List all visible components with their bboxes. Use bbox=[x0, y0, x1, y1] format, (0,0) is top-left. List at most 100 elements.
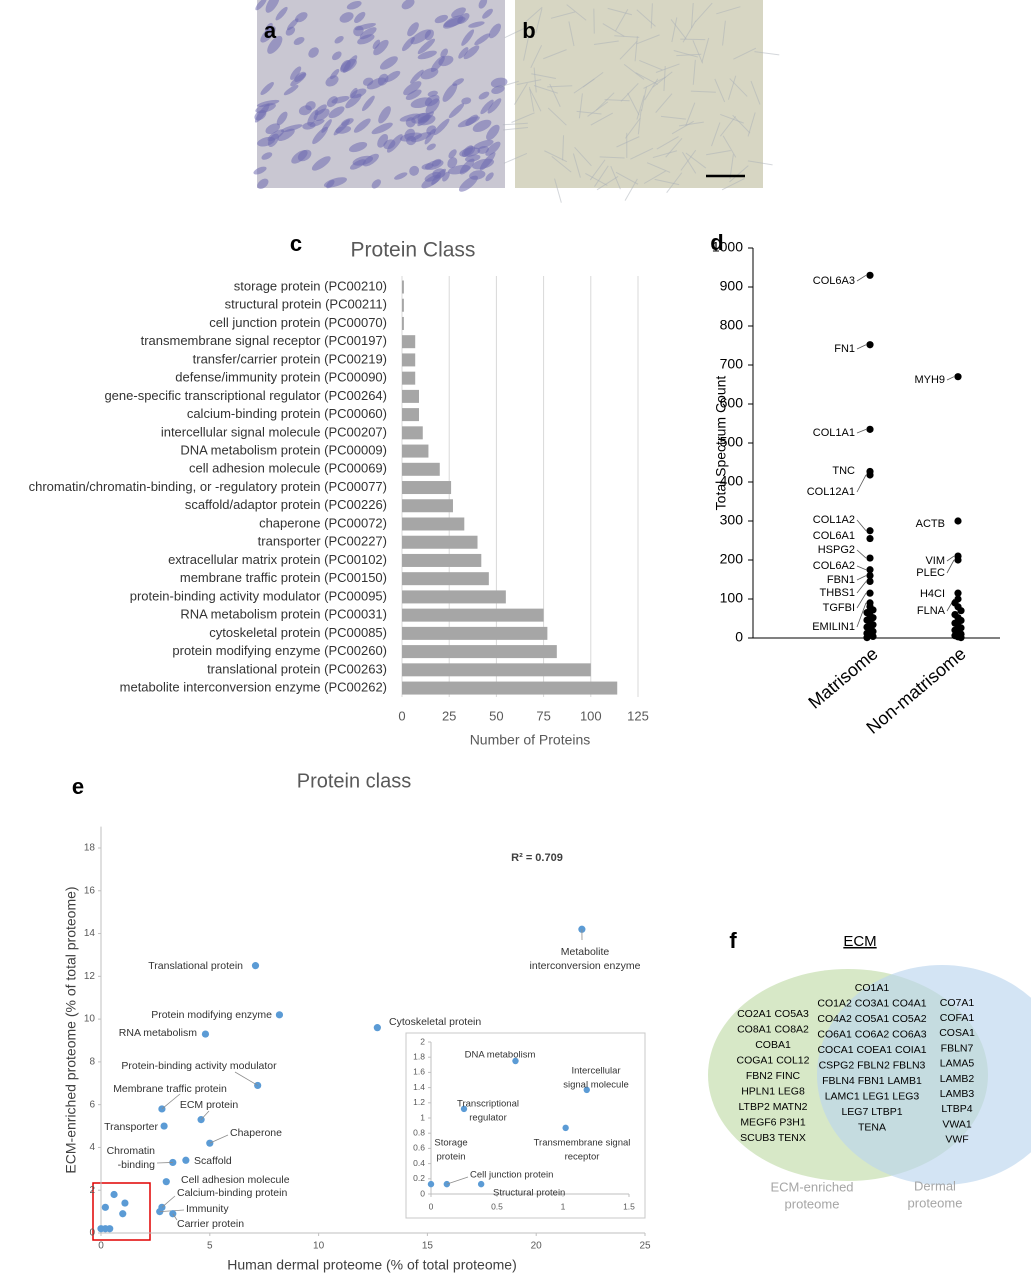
point bbox=[869, 606, 877, 614]
x-tick-label: 0 bbox=[398, 708, 405, 723]
cell bbox=[371, 122, 393, 135]
cell bbox=[372, 39, 381, 49]
y-tick-label: 400 bbox=[720, 473, 744, 489]
leader-line bbox=[856, 549, 867, 559]
cell bbox=[409, 165, 420, 176]
venn-item: CO2A1 CO5A3 bbox=[737, 1008, 809, 1020]
point-label: Chaperone bbox=[230, 1127, 282, 1139]
cell bbox=[384, 70, 401, 83]
fiber bbox=[747, 112, 756, 137]
point-label: Carrier protein bbox=[177, 1218, 244, 1230]
y-axis-label: Total Spectrum Count bbox=[713, 376, 729, 511]
leader-line bbox=[172, 1213, 178, 1221]
point-label: H4CI bbox=[920, 588, 945, 600]
y-tick-label: 900 bbox=[720, 278, 744, 294]
point-label: Transmembrane signal bbox=[534, 1138, 631, 1149]
point-label: Transcriptional bbox=[457, 1099, 519, 1110]
point bbox=[957, 607, 965, 615]
y-tick-label: transmembrane signal receptor (PC00197) bbox=[141, 333, 387, 348]
venn-title: ECM bbox=[843, 933, 876, 950]
y-tick-label: 0.6 bbox=[413, 1143, 425, 1153]
cell bbox=[371, 179, 381, 189]
fiber bbox=[516, 79, 542, 86]
fiber bbox=[655, 63, 680, 73]
bar bbox=[402, 499, 453, 513]
x-tick-label: 75 bbox=[536, 708, 550, 723]
fiber bbox=[666, 172, 683, 193]
y-tick-label: 600 bbox=[720, 395, 744, 411]
fiber bbox=[607, 7, 633, 16]
point-label: interconversion enzyme bbox=[530, 960, 641, 972]
cell bbox=[417, 50, 437, 60]
fiber bbox=[544, 150, 568, 163]
venn-item: CO1A2 CO3A1 CO4A1 bbox=[817, 997, 926, 1009]
fiber bbox=[670, 19, 687, 40]
point bbox=[251, 962, 260, 970]
point bbox=[583, 1086, 590, 1094]
cell bbox=[480, 99, 494, 115]
y-tick-label: metabolite interconversion enzyme (PC002… bbox=[120, 679, 387, 694]
venn-item: CSPG2 FBLN2 FBLN3 bbox=[819, 1059, 926, 1071]
fiber bbox=[620, 83, 639, 102]
bar bbox=[402, 353, 416, 367]
cell bbox=[410, 69, 424, 84]
fiber bbox=[706, 149, 731, 156]
point bbox=[373, 1024, 381, 1032]
cell bbox=[417, 38, 436, 55]
x-tick-label: 50 bbox=[489, 708, 503, 723]
cell bbox=[260, 26, 276, 43]
cell bbox=[463, 146, 476, 157]
fiber bbox=[547, 107, 567, 126]
cell bbox=[464, 154, 481, 162]
point-label: COL1A2 bbox=[813, 514, 855, 526]
cell bbox=[331, 51, 342, 61]
fiber bbox=[680, 149, 697, 171]
fiber bbox=[678, 121, 704, 127]
venn-item: HPLN1 LEG8 bbox=[741, 1085, 805, 1097]
point bbox=[169, 1210, 177, 1218]
fiber bbox=[695, 2, 713, 23]
cell bbox=[404, 128, 415, 140]
venn-item: TENA bbox=[858, 1121, 886, 1133]
cell bbox=[487, 98, 502, 114]
bar bbox=[402, 371, 416, 385]
fiber bbox=[523, 6, 543, 25]
cell bbox=[256, 99, 280, 107]
fiber bbox=[615, 8, 629, 32]
cell bbox=[339, 12, 354, 23]
y-tick-label: 12 bbox=[84, 971, 96, 982]
fiber bbox=[727, 75, 737, 100]
cell bbox=[490, 77, 508, 88]
venn-right bbox=[817, 965, 1031, 1185]
y-tick-label: cytoskeletal protein (PC00085) bbox=[209, 625, 387, 640]
cell bbox=[267, 133, 279, 147]
cell bbox=[298, 105, 312, 116]
x-axis-label: Human dermal proteome (% of total proteo… bbox=[227, 1257, 516, 1273]
point bbox=[156, 1208, 164, 1216]
cell bbox=[469, 170, 486, 180]
fiber bbox=[504, 26, 528, 39]
cell bbox=[410, 97, 433, 109]
y-tick-label: defense/immunity protein (PC00090) bbox=[175, 370, 387, 385]
point-label: DNA metabolism bbox=[465, 1050, 536, 1061]
leader-line bbox=[856, 602, 867, 628]
cell bbox=[411, 131, 432, 143]
cell bbox=[485, 172, 494, 182]
cell bbox=[326, 179, 335, 189]
cell bbox=[433, 118, 450, 136]
fiber bbox=[639, 59, 663, 71]
cell bbox=[275, 6, 288, 21]
cell bbox=[366, 77, 386, 90]
venn-item: COFA1 bbox=[940, 1012, 975, 1024]
micrograph-b bbox=[515, 0, 763, 188]
x-tick-label: 1 bbox=[561, 1201, 566, 1211]
cell bbox=[405, 89, 422, 101]
venn-item: CO1A1 bbox=[855, 982, 890, 994]
point bbox=[121, 1199, 129, 1207]
venn-item: CO4A2 CO5A1 CO5A2 bbox=[817, 1013, 926, 1025]
venn-item: VWF bbox=[945, 1134, 968, 1146]
cell bbox=[440, 48, 449, 58]
bar bbox=[402, 681, 618, 695]
cell bbox=[458, 47, 469, 59]
leader-line bbox=[856, 565, 867, 571]
